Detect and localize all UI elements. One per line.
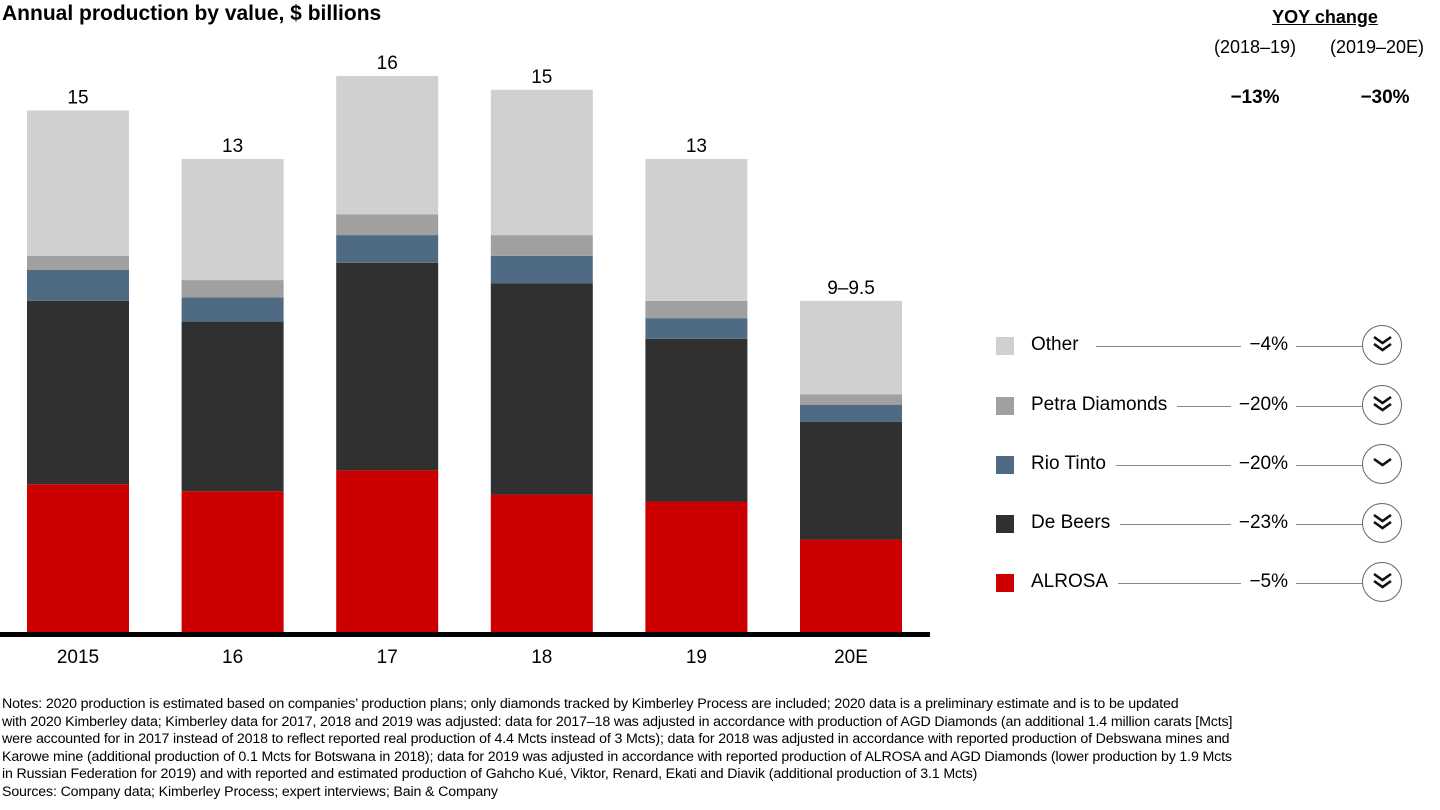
notes-line: with 2020 Kimberley data; Kimberley data… [2, 713, 1233, 730]
x-tick-label: 20E [834, 647, 868, 668]
bar-segment-de-beers [181, 321, 284, 492]
double-chevron-down-icon [1362, 385, 1402, 425]
legend-change-value: −4% [1241, 334, 1296, 355]
x-tick-label: 17 [377, 647, 398, 668]
notes-line: were accounted for in 2017 instead of 20… [2, 731, 1230, 747]
bar-segment-other [336, 75, 439, 215]
bar-segment-rio-tinto [27, 269, 129, 301]
legend-item-de-beers: De Beers −23% [996, 503, 1416, 543]
bar-segment-other [27, 110, 129, 256]
bar-segment-rio-tinto [490, 255, 593, 284]
legend-item-alrosa: ALROSA −5% [996, 562, 1416, 602]
x-tick-label: 16 [222, 647, 243, 668]
legend-change-value: −20% [1230, 394, 1296, 415]
bar-segment-de-beers [645, 338, 748, 502]
legend-change-value: −5% [1241, 571, 1296, 592]
total-label: 13 [222, 136, 243, 157]
bar-segment-de-beers [27, 300, 129, 485]
legend-label: De Beers [1031, 512, 1121, 534]
legend-label: Other [1031, 334, 1089, 356]
leader-line [1096, 583, 1368, 584]
bar-segment-petra-diamonds [27, 255, 129, 270]
yoy-total-2019-20e: −30% [1360, 87, 1410, 108]
legend-item-other: Other −4% [996, 325, 1416, 365]
double-chevron-down-icon [1362, 562, 1402, 602]
notes-line: in Russian Federation for 2019) and with… [2, 766, 978, 782]
chevron-down-icon [1362, 444, 1402, 484]
bar-segment-alrosa [800, 539, 902, 633]
legend-swatch [996, 574, 1014, 592]
bar-segment-petra-diamonds [800, 394, 902, 405]
yoy-total-2018-19: −13% [1230, 87, 1280, 108]
bar-segment-petra-diamonds [645, 300, 748, 319]
yoy-heading: YOY change [1272, 7, 1378, 27]
chart-title: Annual production by value, $ billions [2, 2, 382, 25]
bar-segment-other [490, 89, 593, 236]
bar-segment-petra-diamonds [336, 214, 439, 236]
legend-item-petra-diamonds: Petra Diamonds −20% [996, 385, 1416, 425]
bar-segment-petra-diamonds [181, 280, 284, 298]
legend-swatch [996, 515, 1014, 533]
legend-label: Rio Tinto [1031, 453, 1116, 475]
legend-label: Petra Diamonds [1031, 394, 1178, 416]
leader-line [1096, 346, 1368, 347]
bar-segment-other [645, 158, 748, 301]
legend-swatch [996, 397, 1014, 415]
bar-segment-alrosa [181, 491, 284, 633]
yoy-period-2019-20e: (2019–20E) [1329, 37, 1425, 57]
legend-swatch [996, 337, 1014, 355]
sources-line: Sources: Company data; Kimberley Process… [2, 783, 498, 800]
total-label: 16 [377, 53, 398, 74]
stacked-bar-chart: 15 2015 13 16 16 17 15 18 13 19 9–9.5 20E [0, 53, 930, 668]
x-tick-label: 19 [686, 647, 707, 668]
bar-segment-alrosa [490, 494, 593, 633]
notes-block: Notes: 2020 production is estimated base… [2, 696, 1438, 801]
bar-segment-other [181, 158, 284, 281]
total-label: 9–9.5 [827, 278, 875, 299]
bar-segment-rio-tinto [336, 235, 439, 263]
legend-item-rio-tinto: Rio Tinto −20% [996, 444, 1416, 484]
bar-segment-alrosa [27, 484, 129, 633]
bar-segment-de-beers [490, 283, 593, 495]
legend-change-value: −23% [1230, 512, 1296, 533]
bar-segment-other [800, 300, 902, 395]
legend-swatch [996, 456, 1014, 474]
total-label: 15 [531, 67, 552, 88]
total-label: 13 [686, 136, 707, 157]
bar-segment-alrosa [336, 470, 439, 633]
double-chevron-down-icon [1362, 325, 1402, 365]
yoy-period-2018-19: (2018–19) [1213, 37, 1297, 57]
bar-segment-rio-tinto [800, 404, 902, 422]
bar-segment-rio-tinto [645, 318, 748, 339]
legend-label: ALROSA [1031, 571, 1119, 593]
bar-segment-rio-tinto [181, 297, 284, 322]
notes-line: Notes: 2020 production is estimated base… [2, 696, 1179, 712]
bar-segment-de-beers [336, 262, 439, 471]
x-tick-label: 2015 [57, 647, 99, 668]
bar-segment-alrosa [645, 501, 748, 633]
x-tick-label: 18 [531, 647, 552, 668]
bar-segment-petra-diamonds [490, 235, 593, 256]
total-label: 15 [67, 88, 88, 109]
notes-line: Karowe mine (additional production of 0.… [2, 748, 1232, 765]
legend-change-value: −20% [1230, 453, 1296, 474]
x-axis-line [0, 632, 930, 637]
double-chevron-down-icon [1362, 503, 1402, 543]
bar-segment-de-beers [800, 421, 902, 540]
